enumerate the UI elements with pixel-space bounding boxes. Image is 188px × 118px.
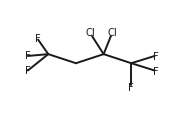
Text: F: F [153, 52, 159, 62]
Text: F: F [25, 66, 31, 76]
Text: F: F [153, 67, 159, 77]
Text: F: F [35, 34, 41, 44]
Text: Cl: Cl [108, 28, 117, 38]
Text: F: F [25, 51, 31, 61]
Text: Cl: Cl [86, 28, 95, 38]
Text: F: F [128, 83, 134, 93]
